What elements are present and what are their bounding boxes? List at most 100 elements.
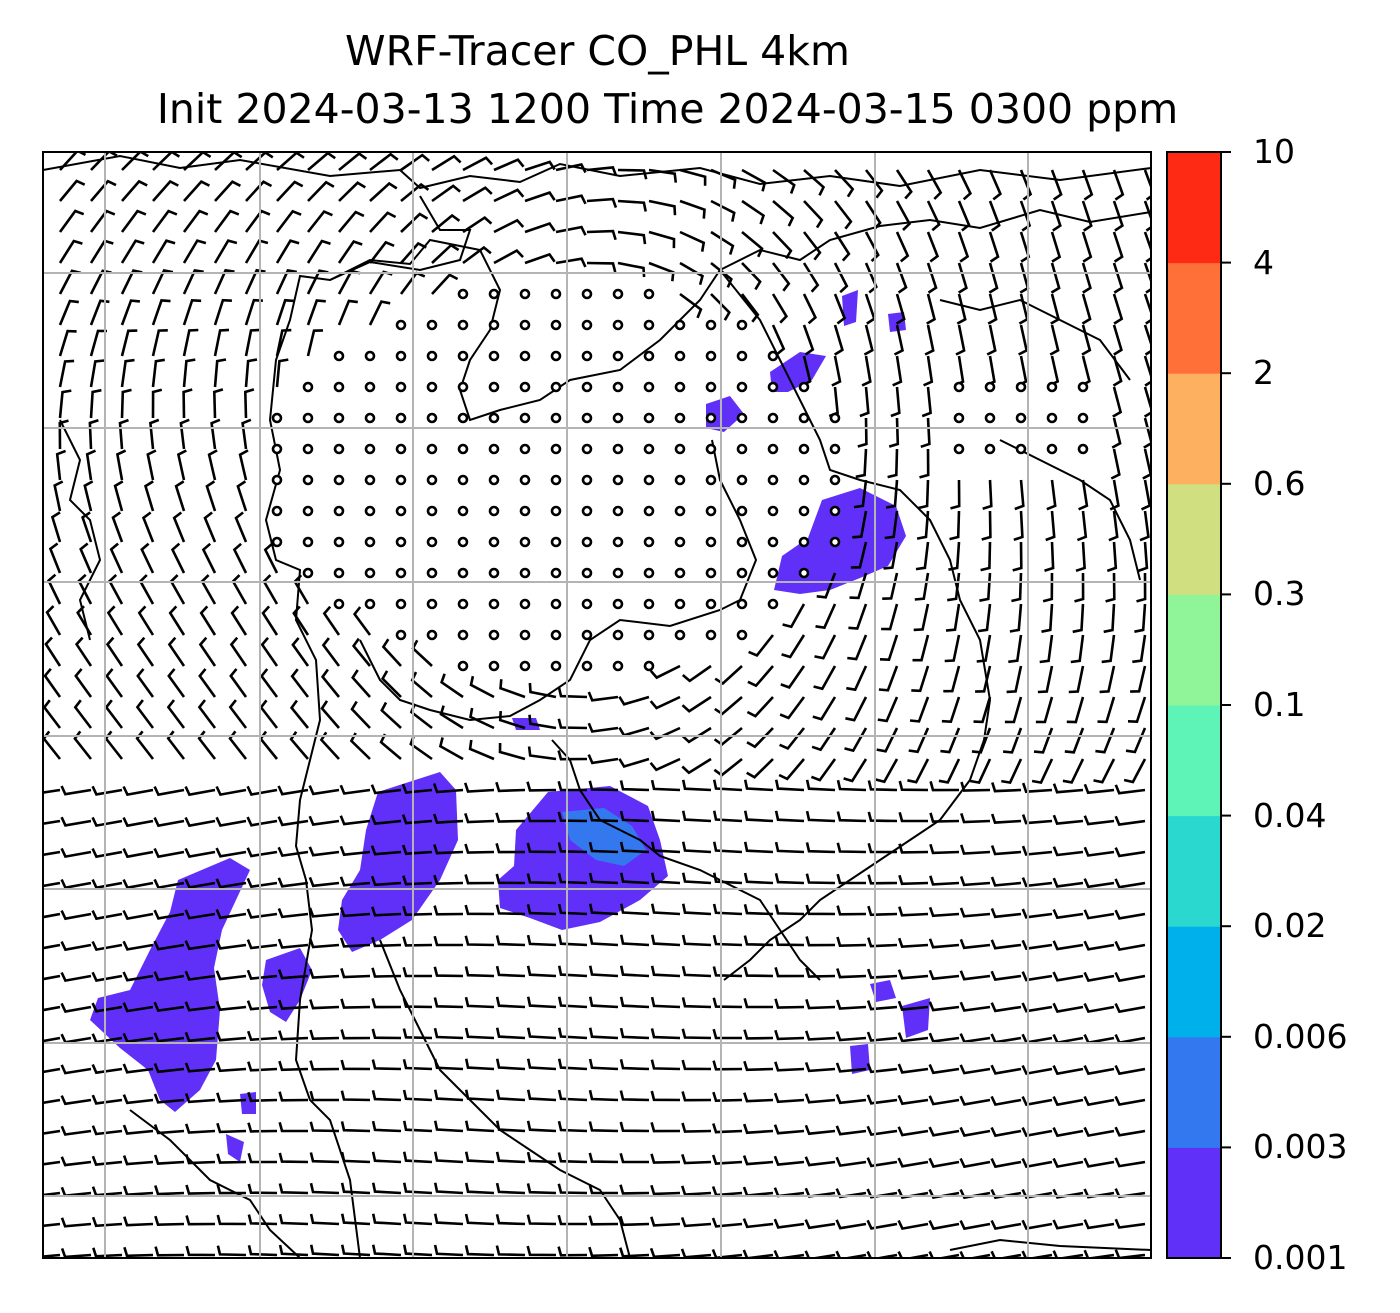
wind-barb (307, 180, 335, 202)
colorbar (1167, 151, 1231, 1259)
wind-barb (464, 1151, 495, 1164)
wind-barb (276, 180, 304, 202)
calm-marker (550, 381, 562, 393)
colorbar-segment (1167, 815, 1221, 927)
wind-barb (879, 634, 899, 662)
wind-barb (309, 999, 340, 1010)
wind-barb (338, 181, 366, 202)
wind-barb (524, 160, 556, 172)
wind-barb (433, 844, 464, 855)
wind-barb (213, 328, 230, 357)
wind-barb (864, 200, 882, 231)
wind-barb (835, 1031, 867, 1042)
wind-barb (45, 605, 62, 636)
wind-barb (959, 875, 991, 887)
wind-barb (959, 1095, 991, 1106)
wind-barb (246, 939, 278, 950)
wind-barb (950, 479, 961, 510)
wind-barb (1083, 1095, 1115, 1107)
wind-barb (275, 358, 289, 388)
wind-barb (1039, 634, 1054, 664)
wind-barb (746, 727, 774, 749)
wind-barb (43, 788, 61, 794)
wind-barb (1083, 1126, 1115, 1138)
wind-barb (588, 1089, 619, 1102)
wind-barb (897, 1126, 929, 1137)
wind-barb (43, 819, 61, 826)
wind-barb (338, 210, 365, 233)
wind-barb (1083, 846, 1115, 857)
wind-barb (710, 293, 731, 321)
wind-barb (122, 848, 154, 859)
wind-barb (1052, 783, 1084, 794)
wind-barb (774, 779, 805, 792)
wind-barb (897, 1219, 929, 1231)
wind-barb (881, 603, 899, 631)
wind-barb (1132, 634, 1147, 664)
calm-marker (736, 350, 748, 362)
map-frame (42, 151, 1152, 1259)
wind-barb (1112, 262, 1124, 294)
plume-ne-small (706, 396, 744, 432)
wind-barb (848, 603, 868, 630)
wind-barb (469, 707, 495, 730)
wind-barb (526, 1089, 557, 1102)
wind-barb (928, 906, 960, 918)
wind-barb (151, 209, 178, 233)
wind-barb (557, 903, 588, 916)
wind-barb (277, 938, 309, 949)
wind-barb (959, 1064, 991, 1075)
wind-barb (774, 1061, 805, 1072)
wind-barb (215, 1061, 247, 1073)
wind-barb (526, 1214, 557, 1226)
wind-barb (1052, 814, 1084, 825)
calm-marker (271, 505, 283, 517)
wind-barb (260, 636, 279, 667)
wind-barb (907, 758, 930, 784)
wind-barb (804, 1093, 836, 1104)
wind-barb (909, 696, 930, 723)
wind-barb (990, 1250, 1022, 1258)
wind-barb (867, 874, 898, 885)
colorbar-tick-label: 0.1 (1253, 685, 1306, 724)
wind-barb (1021, 939, 1053, 951)
wind-barb (371, 967, 402, 978)
wind-barb (184, 786, 216, 797)
wind-barb (197, 699, 217, 729)
wind-barb (43, 943, 61, 950)
wind-barb (306, 239, 331, 264)
wind-barb (866, 1250, 898, 1258)
wind-barb (680, 1216, 712, 1228)
wind-barb (278, 1030, 309, 1041)
wind-barb (526, 842, 557, 854)
map-area[interactable] (43, 152, 1151, 1258)
calm-marker (736, 443, 748, 455)
wind-barb (351, 637, 372, 667)
wind-barb (743, 904, 774, 916)
wind-barb (1108, 510, 1119, 542)
wind-barb (153, 909, 185, 920)
calm-marker (302, 381, 314, 393)
calm-marker (302, 567, 314, 579)
calm-marker (488, 381, 500, 393)
wind-barb (557, 780, 587, 792)
wind-barb (371, 1244, 402, 1257)
wind-barb (229, 636, 248, 667)
wind-barb (1110, 448, 1121, 480)
wind-barb (371, 1028, 402, 1040)
wind-barb (928, 969, 960, 981)
wind-barb (740, 293, 760, 323)
wind-barb (619, 1027, 650, 1040)
wind-barb (246, 847, 278, 858)
wind-barb (230, 605, 248, 636)
calm-marker (519, 474, 531, 486)
wind-barb (526, 873, 557, 885)
wind-barb (89, 209, 116, 233)
wind-barb (948, 541, 961, 571)
wind-barb (464, 935, 495, 947)
wind-barb (350, 700, 371, 729)
wind-barb (926, 293, 937, 325)
wind-barb (184, 909, 216, 920)
calm-marker (395, 319, 407, 331)
wind-barb (990, 1189, 1022, 1200)
